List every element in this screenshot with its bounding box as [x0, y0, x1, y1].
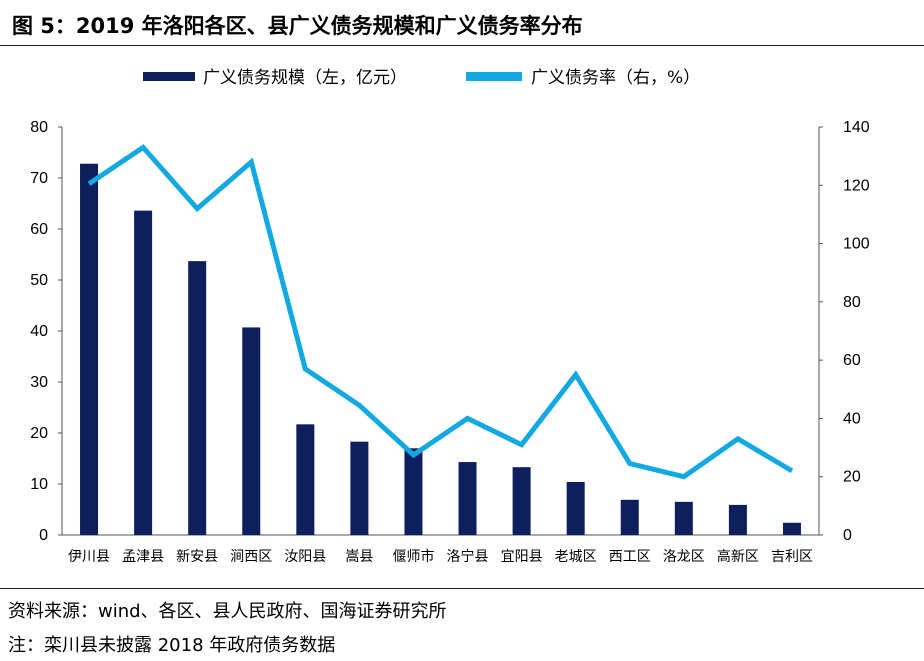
bar: [188, 261, 207, 535]
right-tick-label: 100: [843, 236, 870, 253]
category-label: 高新区: [717, 548, 759, 565]
category-label: 伊川县: [68, 549, 110, 565]
right-tick-label: 140: [843, 119, 870, 136]
source-note: 资料来源：wind、各区、县人民政府、国海证券研究所: [8, 601, 447, 622]
category-labels: 伊川县 孟津县 新安县 涧西区 汝阳县 嵩县 偃师市 洛宁县 宜阳县 老城区 西工区 洛龙区 高新区 吉利…: [68, 548, 813, 565]
right-tick-label: 80: [843, 294, 861, 311]
legend-line-swatch: [466, 72, 522, 81]
bar: [512, 467, 531, 535]
category-label: 西工区: [609, 549, 651, 565]
left-tick-label: 80: [30, 119, 48, 136]
right-tick-label: 0: [843, 527, 852, 544]
bar: [458, 462, 477, 535]
axes: 0 10 20 30 40 50 60 70 80 0 20 40 60 80 100 120 140: [30, 119, 870, 544]
footnote: 注：栾川县未披露 2018 年政府债务数据: [8, 635, 336, 656]
legend-bar-swatch: [143, 72, 195, 81]
top-rule: [0, 45, 924, 46]
debt-ratio-line: [87, 144, 794, 480]
legend: 广义债务规模（左，亿元） 广义债务率（右，%）: [143, 68, 700, 88]
bottom-rule: [0, 588, 924, 589]
right-tick-label: 60: [843, 352, 861, 369]
legend-line-label: 广义债务率（右，%）: [531, 68, 700, 88]
category-label: 涧西区: [230, 549, 272, 565]
category-label: 洛宁县: [447, 548, 489, 565]
left-tick-label: 20: [30, 425, 48, 442]
category-label: 新安县: [176, 549, 218, 565]
bar: [566, 481, 585, 535]
bar: [350, 441, 369, 535]
bar: [728, 504, 747, 535]
left-tick-label: 60: [30, 221, 48, 238]
right-tick-label: 40: [843, 410, 861, 427]
category-label: 老城区: [555, 549, 597, 565]
bar: [404, 448, 423, 535]
left-tick-label: 50: [30, 272, 48, 289]
category-label: 汝阳县: [284, 549, 326, 565]
category-label: 嵩县: [345, 549, 373, 565]
right-tick-label: 20: [843, 469, 861, 486]
bar-series: [80, 163, 801, 535]
left-tick-label: 0: [39, 527, 48, 544]
left-tick-label: 30: [30, 374, 48, 391]
category-label: 孟津县: [122, 549, 164, 565]
category-label: 宜阳县: [501, 549, 543, 565]
bar: [80, 163, 99, 535]
category-label: 吉利区: [771, 549, 813, 565]
chart-title: 图 5：2019 年洛阳各区、县广义债务规模和广义债务率分布: [12, 14, 583, 38]
left-tick-label: 70: [30, 170, 48, 187]
bar: [242, 327, 261, 535]
bar: [674, 501, 693, 535]
right-tick-label: 120: [843, 177, 870, 194]
category-label: 偃师市: [392, 548, 434, 565]
bar: [134, 210, 153, 535]
category-label: 洛龙区: [663, 549, 705, 565]
bar: [620, 499, 639, 535]
legend-bar-label: 广义债务规模（左，亿元）: [203, 68, 407, 88]
line-series: [87, 144, 794, 480]
chart: 广义债务规模（左，亿元） 广义债务率（右，%） 0 10 20 30 40 50 60 70 8…: [30, 68, 870, 565]
left-tick-label: 10: [30, 476, 48, 493]
bar: [296, 424, 315, 535]
left-tick-label: 40: [30, 323, 48, 340]
bar: [782, 522, 801, 535]
